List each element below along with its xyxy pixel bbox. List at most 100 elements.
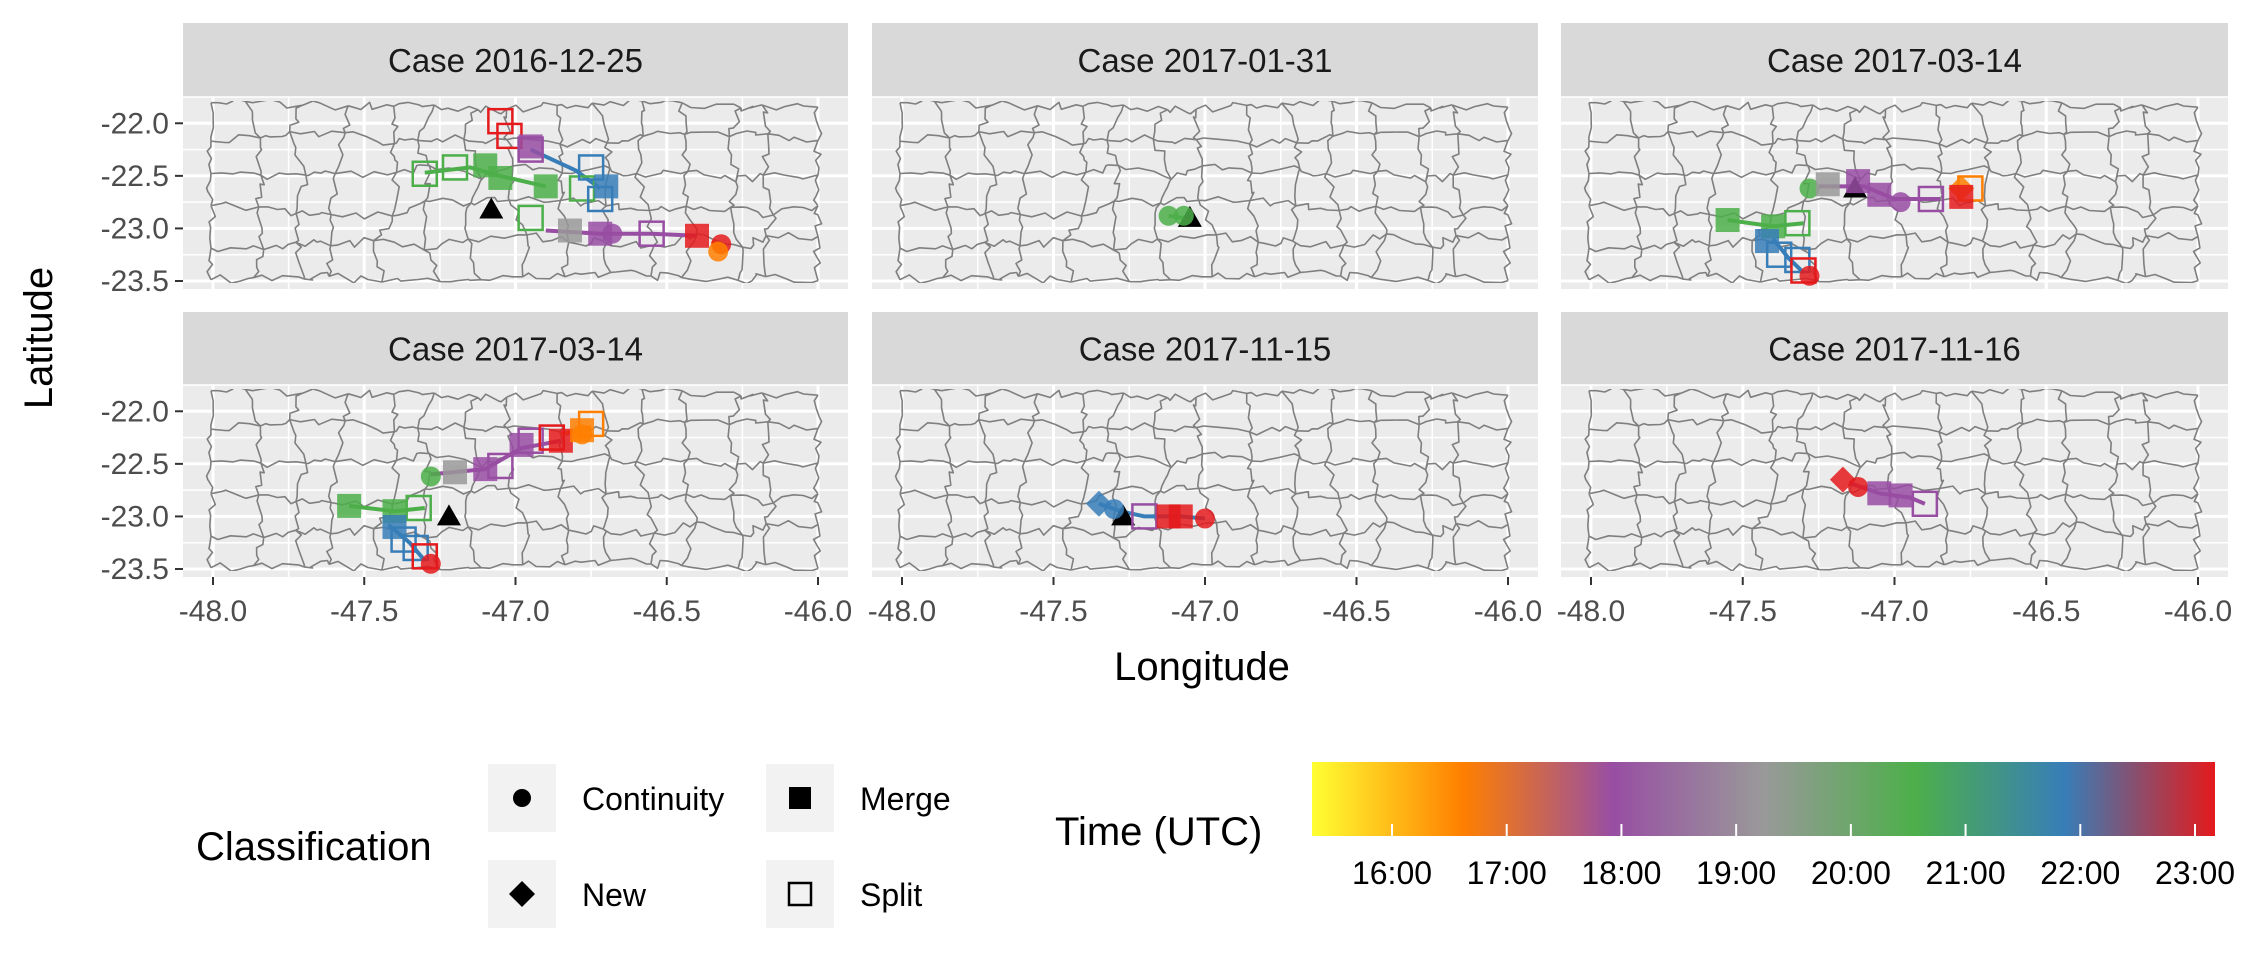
x-tick-label: -48.0 <box>1557 595 1625 628</box>
point-continuity <box>420 553 441 574</box>
colorbar-label: 20:00 <box>1811 855 1891 891</box>
y-tick-label: -23.0 <box>101 500 169 533</box>
split-key-icon <box>787 881 813 907</box>
municipal-borders <box>894 101 1513 283</box>
point-merge <box>1715 208 1740 233</box>
x-tick-label: -46.0 <box>1474 595 1542 628</box>
map-panel: Case 2017-03-14 -22.0 -22.5 -23.0 -23.5 -48.0… <box>101 312 852 628</box>
point-merge <box>443 460 467 485</box>
colorbar-label: 16:00 <box>1352 855 1432 891</box>
point-split <box>1765 241 1793 268</box>
x-tick-label: -46.5 <box>1322 595 1390 628</box>
point-merge <box>1846 169 1871 194</box>
point-continuity <box>1173 205 1194 226</box>
y-tick-label: -23.5 <box>101 553 169 586</box>
x-tick-label: -48.0 <box>179 595 247 628</box>
axes-layer: Longitude Latitude <box>17 267 1290 689</box>
point-split <box>577 154 605 181</box>
map-panel: Case 2017-11-16 -48.0 -47.5 -47.0 -46.5 -46.0 <box>1557 312 2232 628</box>
colorbar-label: 22:00 <box>2040 855 2120 891</box>
border-lines <box>894 389 1513 571</box>
colorbar-label: 23:00 <box>2155 855 2235 891</box>
point-split <box>1131 503 1158 530</box>
panels-layer: Case 2016-12-25-22.0-22.5-23.0-23.5Case … <box>101 23 2232 628</box>
legend-item-split: Split <box>766 860 922 928</box>
legend-label-continuity: Continuity <box>582 781 724 817</box>
point-split <box>1784 246 1811 274</box>
x-tick-label: -47.5 <box>1709 595 1777 628</box>
point-split <box>586 185 614 213</box>
point-split <box>1917 185 1945 213</box>
point-split <box>638 220 665 247</box>
time-colorbar-labels: 16:00 17:00 18:00 19:00 20:00 21:00 22:00 23:00 <box>1352 824 2235 891</box>
point-continuity <box>1104 499 1125 520</box>
point-split <box>411 160 438 188</box>
panel-title: Case 2016-12-25 <box>388 42 643 79</box>
panel-title: Case 2017-11-16 <box>1768 331 2021 368</box>
point-merge <box>337 493 362 518</box>
point-merge <box>1949 184 1974 209</box>
panel-strip <box>183 23 848 97</box>
point-continuity <box>420 466 441 487</box>
radar-triangle-icon <box>479 197 504 219</box>
point-split <box>1784 209 1811 237</box>
x-axis-title: Longitude <box>1114 645 1290 689</box>
x-tick-label: -47.0 <box>1171 595 1239 628</box>
panel-strip <box>1561 312 2228 385</box>
municipal-borders <box>1583 101 2203 283</box>
x-tick-label: -46.0 <box>2164 595 2232 628</box>
point-merge <box>1168 504 1193 529</box>
y-axis-title: Latitude <box>17 267 61 409</box>
panel-strip <box>872 312 1538 385</box>
point-split <box>402 534 429 562</box>
y-tick-label: -22.5 <box>101 160 169 193</box>
point-split <box>487 107 514 135</box>
x-tick-label: -46.5 <box>2012 595 2080 628</box>
point-merge <box>488 165 513 190</box>
radar-triangle-icon <box>1111 504 1136 526</box>
point-continuity <box>1799 178 1820 199</box>
point-continuity <box>1890 192 1911 213</box>
point-merge <box>557 218 582 243</box>
point-split <box>441 154 469 181</box>
y-tick-label: -22.5 <box>101 448 169 481</box>
colorbar-label: 19:00 <box>1696 855 1776 891</box>
x-tick-label: -47.5 <box>330 595 398 628</box>
x-tick-label: -47.5 <box>1019 595 1087 628</box>
point-continuity <box>602 223 623 244</box>
map-panel: Case 2017-01-31 <box>872 23 1538 289</box>
panel-title: Case 2017-01-31 <box>1077 42 1332 79</box>
colorbar-label: 21:00 <box>1926 855 2006 891</box>
point-continuity <box>708 241 729 262</box>
continuity-key-icon <box>513 789 531 807</box>
y-tick-label: -22.0 <box>101 107 169 140</box>
panel-strip <box>183 312 848 385</box>
point-merge <box>1888 483 1913 508</box>
point-split <box>517 427 544 454</box>
map-panel: Case 2017-11-15 -48.0 -47.5 -47.0 -46.5 -46.0 <box>868 312 1542 628</box>
border-lines <box>1583 389 2203 571</box>
map-panel: Case 2016-12-25 -22.0 -22.5 -23.0 -23.5 <box>101 23 848 298</box>
panel-title: Case 2017-03-14 <box>388 331 643 368</box>
panel-grid <box>872 384 1538 577</box>
x-tick-label: -46.5 <box>633 595 701 628</box>
x-tick-label: -48.0 <box>868 595 936 628</box>
point-continuity <box>1799 265 1820 286</box>
y-tick-label: -23.5 <box>101 265 169 298</box>
storm-track-line <box>529 147 602 191</box>
point-merge <box>1815 172 1840 197</box>
legend-label-new: New <box>582 877 647 913</box>
legend-item-continuity: Continuity <box>488 764 724 832</box>
point-split <box>538 424 566 451</box>
y-tick-label: -22.0 <box>101 395 169 428</box>
colorbar-label: 18:00 <box>1581 855 1661 891</box>
point-split <box>517 204 544 232</box>
point-split <box>568 175 596 202</box>
point-continuity <box>1195 508 1215 529</box>
legend-item-merge: Merge <box>766 764 951 832</box>
point-merge <box>1867 182 1892 207</box>
point-split <box>487 452 514 480</box>
time-colorbar <box>1312 762 2215 836</box>
